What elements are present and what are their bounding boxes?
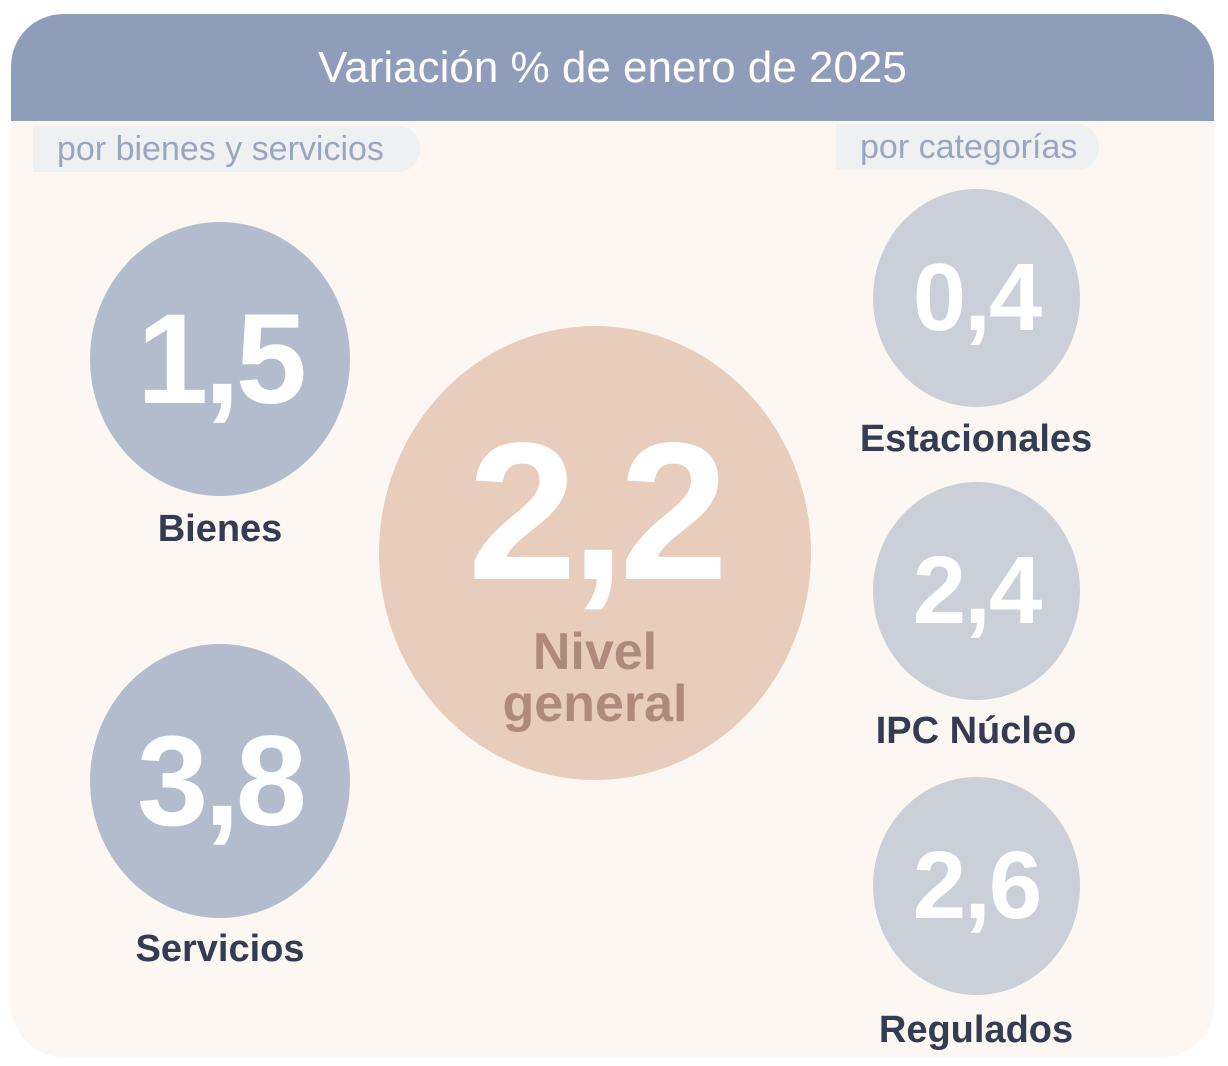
servicios-label: Servicios [135, 928, 305, 970]
nivel-general-label-line2: general [502, 675, 688, 733]
regulados-value: 2,6 [912, 832, 1042, 939]
nivel-general-bubble: 2,2 Nivel general [379, 326, 811, 780]
bienes-label: Bienes [157, 508, 283, 550]
estacionales-bubble: 0,4 [873, 189, 1080, 407]
regulados-bubble: 2,6 [873, 777, 1080, 995]
bienes-value: 1,5 [137, 287, 307, 431]
bienes-bubble: 1,5 [90, 222, 350, 496]
infographic-card: Variación % de enero de 2025 por bienes … [11, 14, 1214, 1057]
section-label-categories: por categorías [836, 124, 1100, 170]
regulados-label: Regulados [878, 1009, 1074, 1051]
nivel-general-label-line1: Nivel [532, 623, 658, 681]
estacionales-value: 0,4 [912, 244, 1042, 351]
nivel-general-label: Nivel general [379, 626, 811, 730]
ipc-nucleo-bubble: 2,4 [873, 482, 1080, 700]
servicios-bubble: 3,8 [90, 644, 350, 918]
chart-title: Variación % de enero de 2025 [318, 43, 907, 92]
header-bar: Variación % de enero de 2025 [11, 14, 1214, 121]
ipc-nucleo-value: 2,4 [912, 537, 1042, 644]
ipc-nucleo-label: IPC Núcleo [875, 710, 1077, 752]
estacionales-label: Estacionales [859, 418, 1093, 460]
section-label-goods-services: por bienes y servicios [33, 126, 420, 172]
servicios-value: 3,8 [137, 709, 307, 853]
nivel-general-value: 2,2 [467, 402, 728, 621]
